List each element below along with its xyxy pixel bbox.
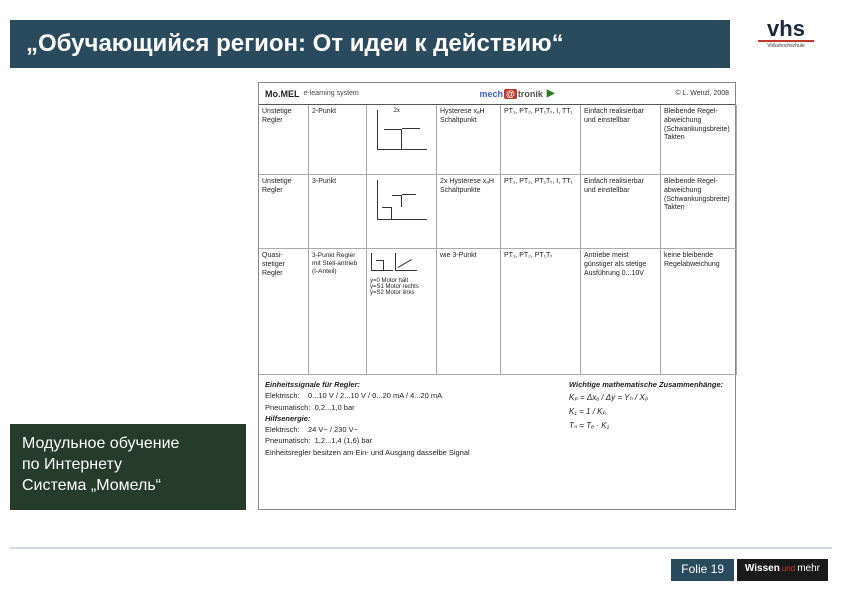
three-step-diagram <box>377 180 427 220</box>
controller-table: Unstetige Regler 2-Punkt 2x Hysterese xₐ… <box>259 105 735 375</box>
table-cell: Einfach realisierbar und einstellbar <box>581 105 661 175</box>
table-cell: Unstetige Regler <box>259 175 309 249</box>
signals-section: Einheitssignale für Regler: Elektrisch: … <box>259 375 735 462</box>
step-diagram: 2x <box>377 110 427 150</box>
copyright: © L. Wenzl, 2008 <box>675 90 729 97</box>
table-cell: Bleibende Regel-abweichung (Schwankungsb… <box>661 175 737 249</box>
logo-subtext: Volkshochschule <box>767 43 804 49</box>
logo-text: vhs <box>767 19 805 39</box>
brand-subtitle: e-learning system <box>304 90 359 97</box>
mini-diagram <box>395 253 417 271</box>
slide-title: „Обучающийся регион: От идеи к действию“ <box>26 30 564 58</box>
brand: Mo.MEL <box>265 89 300 99</box>
play-icon: ▶ <box>547 88 555 99</box>
embedded-screenshot: Mo.MEL e-learning system mech @ tronik ▶… <box>258 82 736 510</box>
table-cell: Einfach realisierbar und einstellbar <box>581 175 661 249</box>
mini-diagram <box>371 253 393 271</box>
table-cell: 3-Punkt <box>309 175 367 249</box>
mechatronik-logo: mech @ tronik ▶ <box>480 88 555 99</box>
table-cell-diagram <box>367 175 437 249</box>
signals-right: Wichtige mathematische Zusammenhänge: Kₚ… <box>569 379 729 458</box>
table-cell-diagram: y=0 Motor hält y=S1 Motor rechts y=S2 Mo… <box>367 249 437 375</box>
table-cell: wie 3-Punkt <box>437 249 501 375</box>
table-cell: 2-Punkt <box>309 105 367 175</box>
formula: Kₚ = Δxₐ / Δy = Yₕ / Xₚ <box>569 392 729 404</box>
table-cell: 2x Hysterese xₐH Schaltpunkte <box>437 175 501 249</box>
table-cell: 3-Punkt Regler mit Stell-antrieb (I-Ante… <box>309 249 367 375</box>
table-cell: PT₁, PT₂, PT₁Tₜ, I, TT₁ <box>501 105 581 175</box>
logo-underline <box>758 40 814 42</box>
footer-badge: Wissenundmehr <box>737 559 828 581</box>
table-cell: PT₁, PT₂, PT₁Tₜ <box>501 249 581 375</box>
table-cell-diagram: 2x <box>367 105 437 175</box>
formula: K₁ = 1 / Kₚ <box>569 406 729 418</box>
table-cell: PT₁, PT₂, PT₁Tₜ, I, TT₁ <box>501 175 581 249</box>
table-cell: Bleibende Regel-abweichung (Schwankungsb… <box>661 105 737 175</box>
caption-line: Модульное обучение <box>22 434 234 455</box>
table-cell: Antriebe meist günstiger als stetige Aus… <box>581 249 661 375</box>
table-cell: Unstetige Regler <box>259 105 309 175</box>
signals-left: Einheitssignale für Regler: Elektrisch: … <box>265 379 545 458</box>
vhs-logo: vhs Volkshochschule <box>746 14 826 54</box>
caption-line: Система „Момель“ <box>22 476 234 497</box>
slide-number: Folie 19 <box>671 559 734 581</box>
table-cell: keine bleibende Regelabweichung <box>661 249 737 375</box>
slide: „Обучающийся регион: От идеи к действию“… <box>0 0 842 595</box>
footer-rule <box>10 547 832 549</box>
caption-line: по Интернету <box>22 455 234 476</box>
table-cell: Quasi-stetiger Regler <box>259 249 309 375</box>
formula: Tₙ = Tₑ · K₁ <box>569 420 729 432</box>
table-cell: Hysterese xₐH Schaltpunkt <box>437 105 501 175</box>
footer: Folie 19 Wissenundmehr <box>0 553 842 581</box>
caption-box: Модульное обучение по Интернету Система … <box>10 424 246 510</box>
screenshot-header: Mo.MEL e-learning system mech @ tronik ▶… <box>259 83 735 105</box>
title-bar: „Обучающийся регион: От идеи к действию“ <box>10 20 730 68</box>
motor-text: y=0 Motor hält y=S1 Motor rechts y=S2 Mo… <box>370 278 433 296</box>
